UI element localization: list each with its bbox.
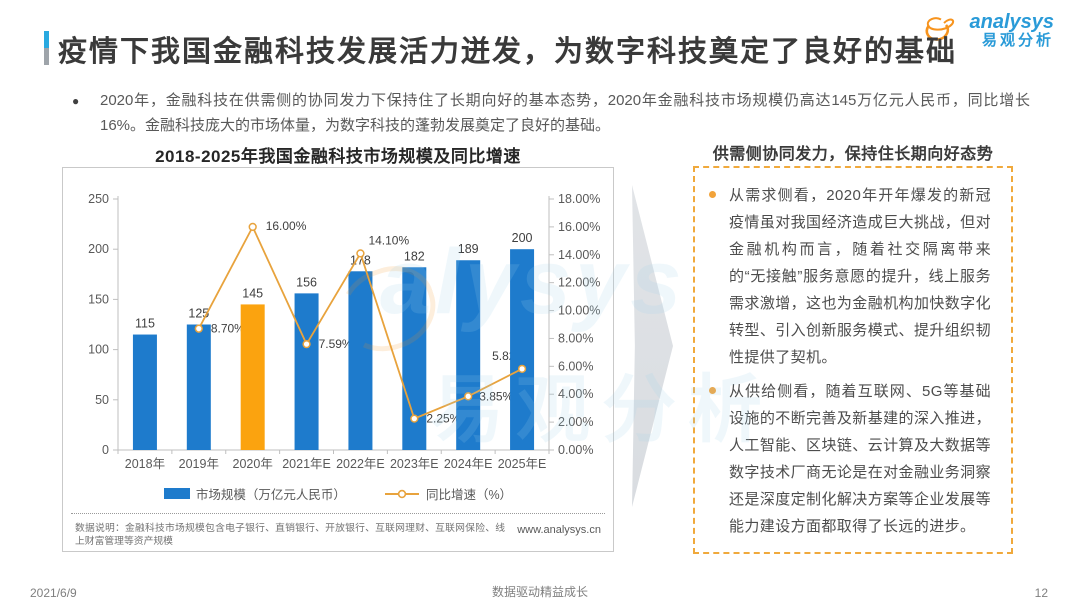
page-title: 疫情下我国金融科技发展活力迸发，为数字科技奠定了良好的基础 [58,36,958,68]
panel-title: 供需侧协同发力，保持住长期向好态势 [712,146,994,163]
legend-bar-label: 市场规模（万亿元人民币） [195,488,346,502]
svg-text:2022年E: 2022年E [336,457,385,471]
svg-text:145: 145 [242,286,263,300]
data-note: 数据说明：金融科技市场规模包含电子银行、直销银行、开放银行、互联网理财、互联网保… [75,523,505,547]
analysys-swirl-icon [925,17,955,41]
svg-text:100: 100 [88,343,109,357]
orange-bullet-icon [709,387,716,394]
svg-text:14.00%: 14.00% [558,248,600,262]
svg-text:0: 0 [102,443,109,457]
svg-text:16.00%: 16.00% [558,220,600,234]
intro-text: 2020年，金融科技在供需侧的协同发力下保持住了长期向好的基本态势，2020年金… [100,92,1030,134]
svg-text:150: 150 [88,292,109,306]
panel-bullet-supply: 从供给侧看，随着互联网、5G等基础设施的不断完善及新基建的深入推进，人工智能、区… [707,378,991,540]
svg-text:200: 200 [512,231,533,245]
logo-brand-en: analysys [969,11,1054,33]
svg-text:10.00%: 10.00% [558,304,600,318]
panel-bullet-text: 从供给侧看，随着互联网、5G等基础设施的不断完善及新基建的深入推进，人工智能、区… [729,383,991,535]
svg-text:189: 189 [458,242,479,256]
insight-panel: 从需求侧看，2020年开年爆发的新冠疫情虽对我国经济造成巨大挑战，但对金融机构而… [693,166,1013,554]
chart-title: 2018-2025年我国金融科技市场规模及同比增速 [155,147,521,166]
note-separator [71,513,605,514]
legend-item-line: 同比增速（%） [384,484,512,503]
svg-text:2024年E: 2024年E [444,457,493,471]
intro-paragraph: ● 2020年，金融科技在供需侧的协同发力下保持住了长期向好的基本态势，2020… [72,88,1030,138]
title-accent-bar [44,31,49,65]
svg-text:2018年: 2018年 [125,457,165,471]
svg-text:7.59%: 7.59% [319,337,353,351]
svg-text:2025年E: 2025年E [498,457,547,471]
note-row: 数据说明：金融科技市场规模包含电子银行、直销银行、开放银行、互联网理财、互联网保… [63,520,613,548]
svg-text:2021年E: 2021年E [282,457,331,471]
svg-text:2023年E: 2023年E [390,457,439,471]
panel-bullet-text: 从需求侧看，2020年开年爆发的新冠疫情虽对我国经济造成巨大挑战，但对金融机构而… [729,187,991,366]
svg-text:16.00%: 16.00% [266,219,307,233]
analysys-logo: analysys 易观分析 [925,11,1054,50]
svg-text:2019年: 2019年 [179,457,219,471]
bar-legend-swatch-icon [163,488,190,499]
svg-text:50: 50 [95,393,109,407]
chart-container: 8.70% 16.00% 7.59% 14.10% 2.25% 3.85% 5.82% 250… [62,167,614,552]
combo-chart: 8.70%16.00%7.59%14.10%2.25%3.85%5.82%250… [88,192,600,471]
logo-brand-cn: 易观分析 [981,32,1054,49]
right-arrow-shape [632,185,673,507]
svg-text:156: 156 [296,275,317,289]
bullet-dot-icon: ● [72,94,80,108]
line-legend-swatch-icon [384,489,419,498]
svg-text:0.00%: 0.00% [558,443,593,457]
svg-text:2.00%: 2.00% [558,415,593,429]
svg-text:2020年: 2020年 [233,457,273,471]
svg-text:8.70%: 8.70% [211,322,245,336]
svg-text:8.00%: 8.00% [558,331,593,345]
svg-text:12.00%: 12.00% [558,276,600,290]
orange-bullet-icon [709,191,716,198]
svg-text:182: 182 [404,249,425,263]
footer-date: 2021/6/9 [30,586,77,600]
panel-bullet-demand: 从需求侧看，2020年开年爆发的新冠疫情虽对我国经济造成巨大挑战，但对金融机构而… [707,182,991,371]
footer-slogan: 数据驱动精益成长 [491,585,588,599]
legend-item-bar: 市场规模（万亿元人民币） [163,484,346,503]
page-number: 12 [1034,586,1048,600]
svg-text:4.00%: 4.00% [558,387,593,401]
chart-legend: 市场规模（万亿元人民币） 同比增速（%） [63,484,613,503]
svg-text:6.00%: 6.00% [558,359,593,373]
svg-text:14.10%: 14.10% [368,233,409,247]
svg-text:18.00%: 18.00% [558,192,600,206]
svg-text:2.25%: 2.25% [426,412,460,426]
svg-text:200: 200 [88,242,109,256]
svg-text:115: 115 [135,317,155,331]
legend-line-label: 同比增速（%） [425,488,513,502]
source-site: www.analysys.cn [517,524,601,536]
svg-text:3.85%: 3.85% [479,389,513,403]
svg-text:250: 250 [88,192,109,206]
